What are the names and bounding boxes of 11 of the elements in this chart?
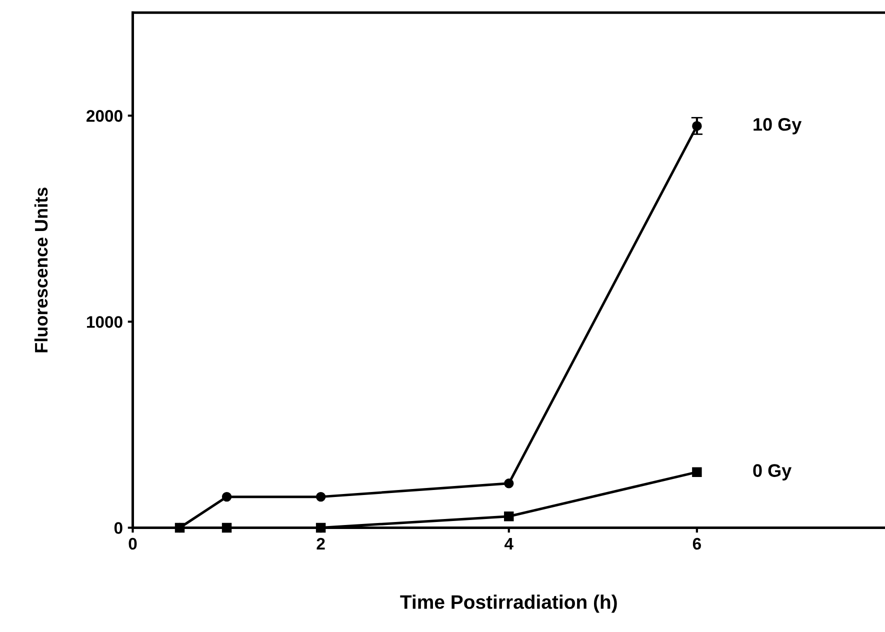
x-axis-title: Time Postirradiation (h) <box>400 594 617 613</box>
text: 0 Gy <box>753 464 792 481</box>
y-tick-label: 1000 <box>87 316 122 328</box>
y-tick-label: 0 <box>114 522 122 534</box>
x-tick-label: 4 <box>504 538 514 550</box>
x-tick-label: 2 <box>316 538 325 550</box>
x-tick-label: 6 <box>692 538 701 550</box>
y-tick-label: 2000 <box>86 110 122 122</box>
x-tick-label: 0 <box>128 538 137 550</box>
y-axis-title: Fluorescence Units <box>34 188 48 352</box>
text: 10 Gy <box>754 118 802 134</box>
